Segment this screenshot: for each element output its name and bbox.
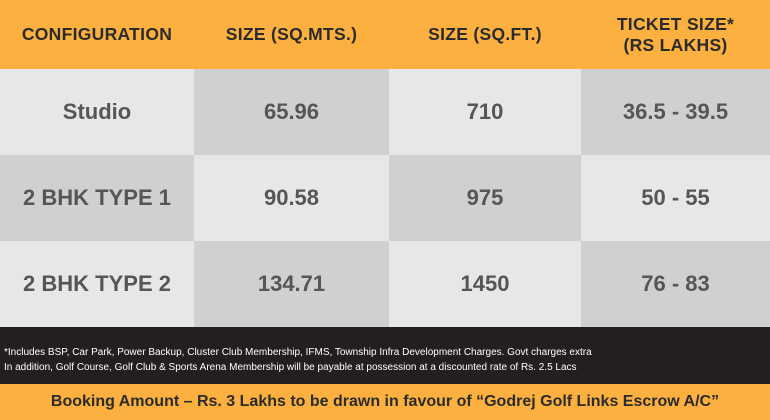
cell-size-sq-mts: 65.96 bbox=[194, 69, 389, 155]
cell-ticket-size: 50 - 55 bbox=[581, 155, 770, 241]
booking-amount-banner: Booking Amount – Rs. 3 Lakhs to be drawn… bbox=[0, 384, 770, 420]
cell-size-sq-ft: 710 bbox=[389, 69, 581, 155]
header-size-sq-mts: SIZE (SQ.MTS.) bbox=[225, 24, 358, 44]
footnotes: *Includes BSP, Car Park, Power Backup, C… bbox=[0, 327, 770, 384]
footnote-membership: In addition, Golf Course, Golf Club & Sp… bbox=[4, 362, 577, 373]
cell-configuration: Studio bbox=[0, 69, 194, 155]
cell-ticket-size: 36.5 - 39.5 bbox=[581, 69, 770, 155]
table-row: 2 BHK TYPE 2 134.71 1450 76 - 83 bbox=[0, 241, 770, 327]
table-header: CONFIGURATION SIZE (SQ.MTS.) SIZE (SQ.FT… bbox=[0, 0, 770, 69]
cell-size-sq-ft: 1450 bbox=[389, 241, 581, 327]
footnote-inclusions: *Includes BSP, Car Park, Power Backup, C… bbox=[4, 347, 592, 358]
table-row: Studio 65.96 710 36.5 - 39.5 bbox=[0, 69, 770, 155]
header-ticket-size: TICKET SIZE* (RS LAKHS) bbox=[616, 13, 735, 55]
header-size-sq-ft: SIZE (SQ.FT.) bbox=[428, 24, 542, 44]
cell-size-sq-mts: 134.71 bbox=[194, 241, 389, 327]
table-row: 2 BHK TYPE 1 90.58 975 50 - 55 bbox=[0, 155, 770, 241]
header-configuration: CONFIGURATION bbox=[21, 24, 173, 44]
cell-configuration: 2 BHK TYPE 2 bbox=[0, 241, 194, 327]
cell-size-sq-mts: 90.58 bbox=[194, 155, 389, 241]
cell-size-sq-ft: 975 bbox=[389, 155, 581, 241]
cell-configuration: 2 BHK TYPE 1 bbox=[0, 155, 194, 241]
cell-ticket-size: 76 - 83 bbox=[581, 241, 770, 327]
